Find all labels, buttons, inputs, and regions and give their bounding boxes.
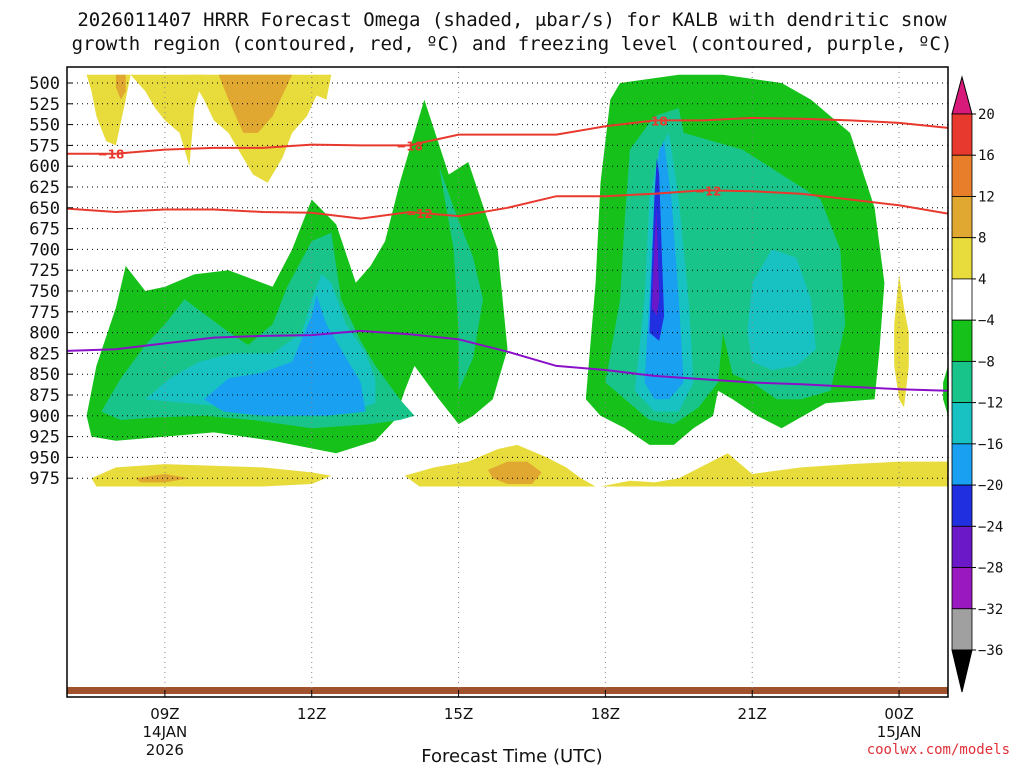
y-tick-label-750: 750 <box>29 282 60 302</box>
dgz-contour-label-0-1: −18 <box>396 139 423 153</box>
omega-region-8-0 <box>218 74 293 133</box>
colorbar-segment-8 <box>951 402 973 445</box>
colorbar-label-0: 20 <box>978 107 995 123</box>
colorbar-segment-7 <box>951 360 973 404</box>
y-tick-label-625: 625 <box>29 178 60 198</box>
colorbar-segment-12 <box>951 567 973 610</box>
colorbar-segment-13 <box>951 608 973 651</box>
colorbar-label-10: −24 <box>978 519 1003 535</box>
y-tick-label-875: 875 <box>29 386 60 406</box>
colorbar-label-1: 16 <box>978 148 995 164</box>
omega-region-neg8-1 <box>439 166 483 391</box>
y-tick-label-825: 825 <box>29 344 60 364</box>
colorbar-segment-6 <box>951 319 973 362</box>
y-tick-label-725: 725 <box>29 261 60 281</box>
colorbar-segment-2 <box>951 154 973 197</box>
y-tick-label-550: 550 <box>29 116 60 136</box>
colorbar-segment-1 <box>951 113 973 156</box>
omega-region-neg16-0 <box>204 295 366 416</box>
omega-region-4-2 <box>894 274 909 408</box>
colorbar-label-8: −16 <box>978 437 1003 453</box>
omega-region-8-1 <box>115 74 126 100</box>
y-tick-label-525: 525 <box>29 95 60 115</box>
y-tick-label-575: 575 <box>29 136 60 156</box>
colorbar-label-4: 4 <box>978 272 986 288</box>
colorbar-label-7: −12 <box>978 396 1003 412</box>
y-tick-label-925: 925 <box>29 428 60 448</box>
ground-strip <box>67 687 948 694</box>
x-tick-date-9: 14JAN <box>143 723 188 741</box>
dgz-contour-1 <box>67 189 948 220</box>
omega-region-8-2 <box>487 461 542 484</box>
y-tick-label-800: 800 <box>29 324 60 344</box>
x-tick-label-18: 18Z <box>591 705 620 723</box>
colorbar-segment-5 <box>951 278 973 321</box>
x-tick-label-12: 12Z <box>297 705 326 723</box>
x-tick-label-9: 09Z <box>150 705 179 723</box>
colorbar-segment-10 <box>951 484 973 527</box>
omega-region-4-0 <box>86 74 204 167</box>
x-tick-date-24: 15JAN <box>877 723 922 741</box>
colorbar-label-3: 8 <box>978 231 986 247</box>
omega-region-neg24-0 <box>651 207 660 316</box>
colorbar-label-2: 12 <box>978 189 995 205</box>
colorbar-label-11: −28 <box>978 561 1003 577</box>
dgz-contour-label-1-1: −12 <box>695 184 722 198</box>
colorbar-label-13: −36 <box>978 643 1003 659</box>
y-tick-label-975: 975 <box>29 469 60 489</box>
colorbar-bottom-arrow <box>951 649 973 693</box>
y-tick-label-950: 950 <box>29 448 60 468</box>
y-tick-label-675: 675 <box>29 220 60 240</box>
colorbar-label-12: −32 <box>978 602 1003 618</box>
x-tick-label-15: 15Z <box>444 705 473 723</box>
y-tick-label-700: 700 <box>29 240 60 260</box>
y-tick-label-500: 500 <box>29 74 60 94</box>
x-tick-year-9: 2026 <box>146 741 184 759</box>
y-tick-label-600: 600 <box>29 157 60 177</box>
chart-title-line1: 2026011407 HRRR Forecast Omega (shaded, … <box>77 9 947 31</box>
chart-title-line2: growth region (contoured, red, ºC) and f… <box>71 33 953 55</box>
omega-region-4-5 <box>600 453 948 487</box>
y-tick-label-775: 775 <box>29 303 60 323</box>
freezing-level-contour <box>67 329 948 392</box>
colorbar-label-6: −8 <box>978 354 995 370</box>
y-tick-label-900: 900 <box>29 407 60 427</box>
omega-region-neg12-2 <box>747 249 816 370</box>
dgz-contour-label-0-2: −18 <box>641 114 668 128</box>
dgz-contour-label-1-0: −12 <box>406 207 433 221</box>
x-axis-title: Forecast Time (UTC) <box>421 746 603 767</box>
credit-text: coolwx.com/models <box>866 742 1010 758</box>
colorbar-top-arrow <box>951 75 973 115</box>
y-tick-label-850: 850 <box>29 365 60 385</box>
y-tick-label-650: 650 <box>29 199 60 219</box>
colorbar-segment-4 <box>951 237 973 280</box>
dgz-contour-0 <box>67 116 948 155</box>
omega-region-4-3 <box>91 464 332 487</box>
colorbar-label-9: −20 <box>978 478 1003 494</box>
colorbar-segment-9 <box>951 443 973 486</box>
plot-frame <box>66 66 949 698</box>
colorbar-segment-11 <box>951 525 973 568</box>
dgz-contour-label-0-0: −18 <box>98 148 125 162</box>
colorbar-segment-3 <box>951 196 973 239</box>
x-tick-label-24: 00Z <box>884 705 913 723</box>
colorbar-label-5: −4 <box>978 313 995 329</box>
x-tick-label-21: 21Z <box>738 705 767 723</box>
